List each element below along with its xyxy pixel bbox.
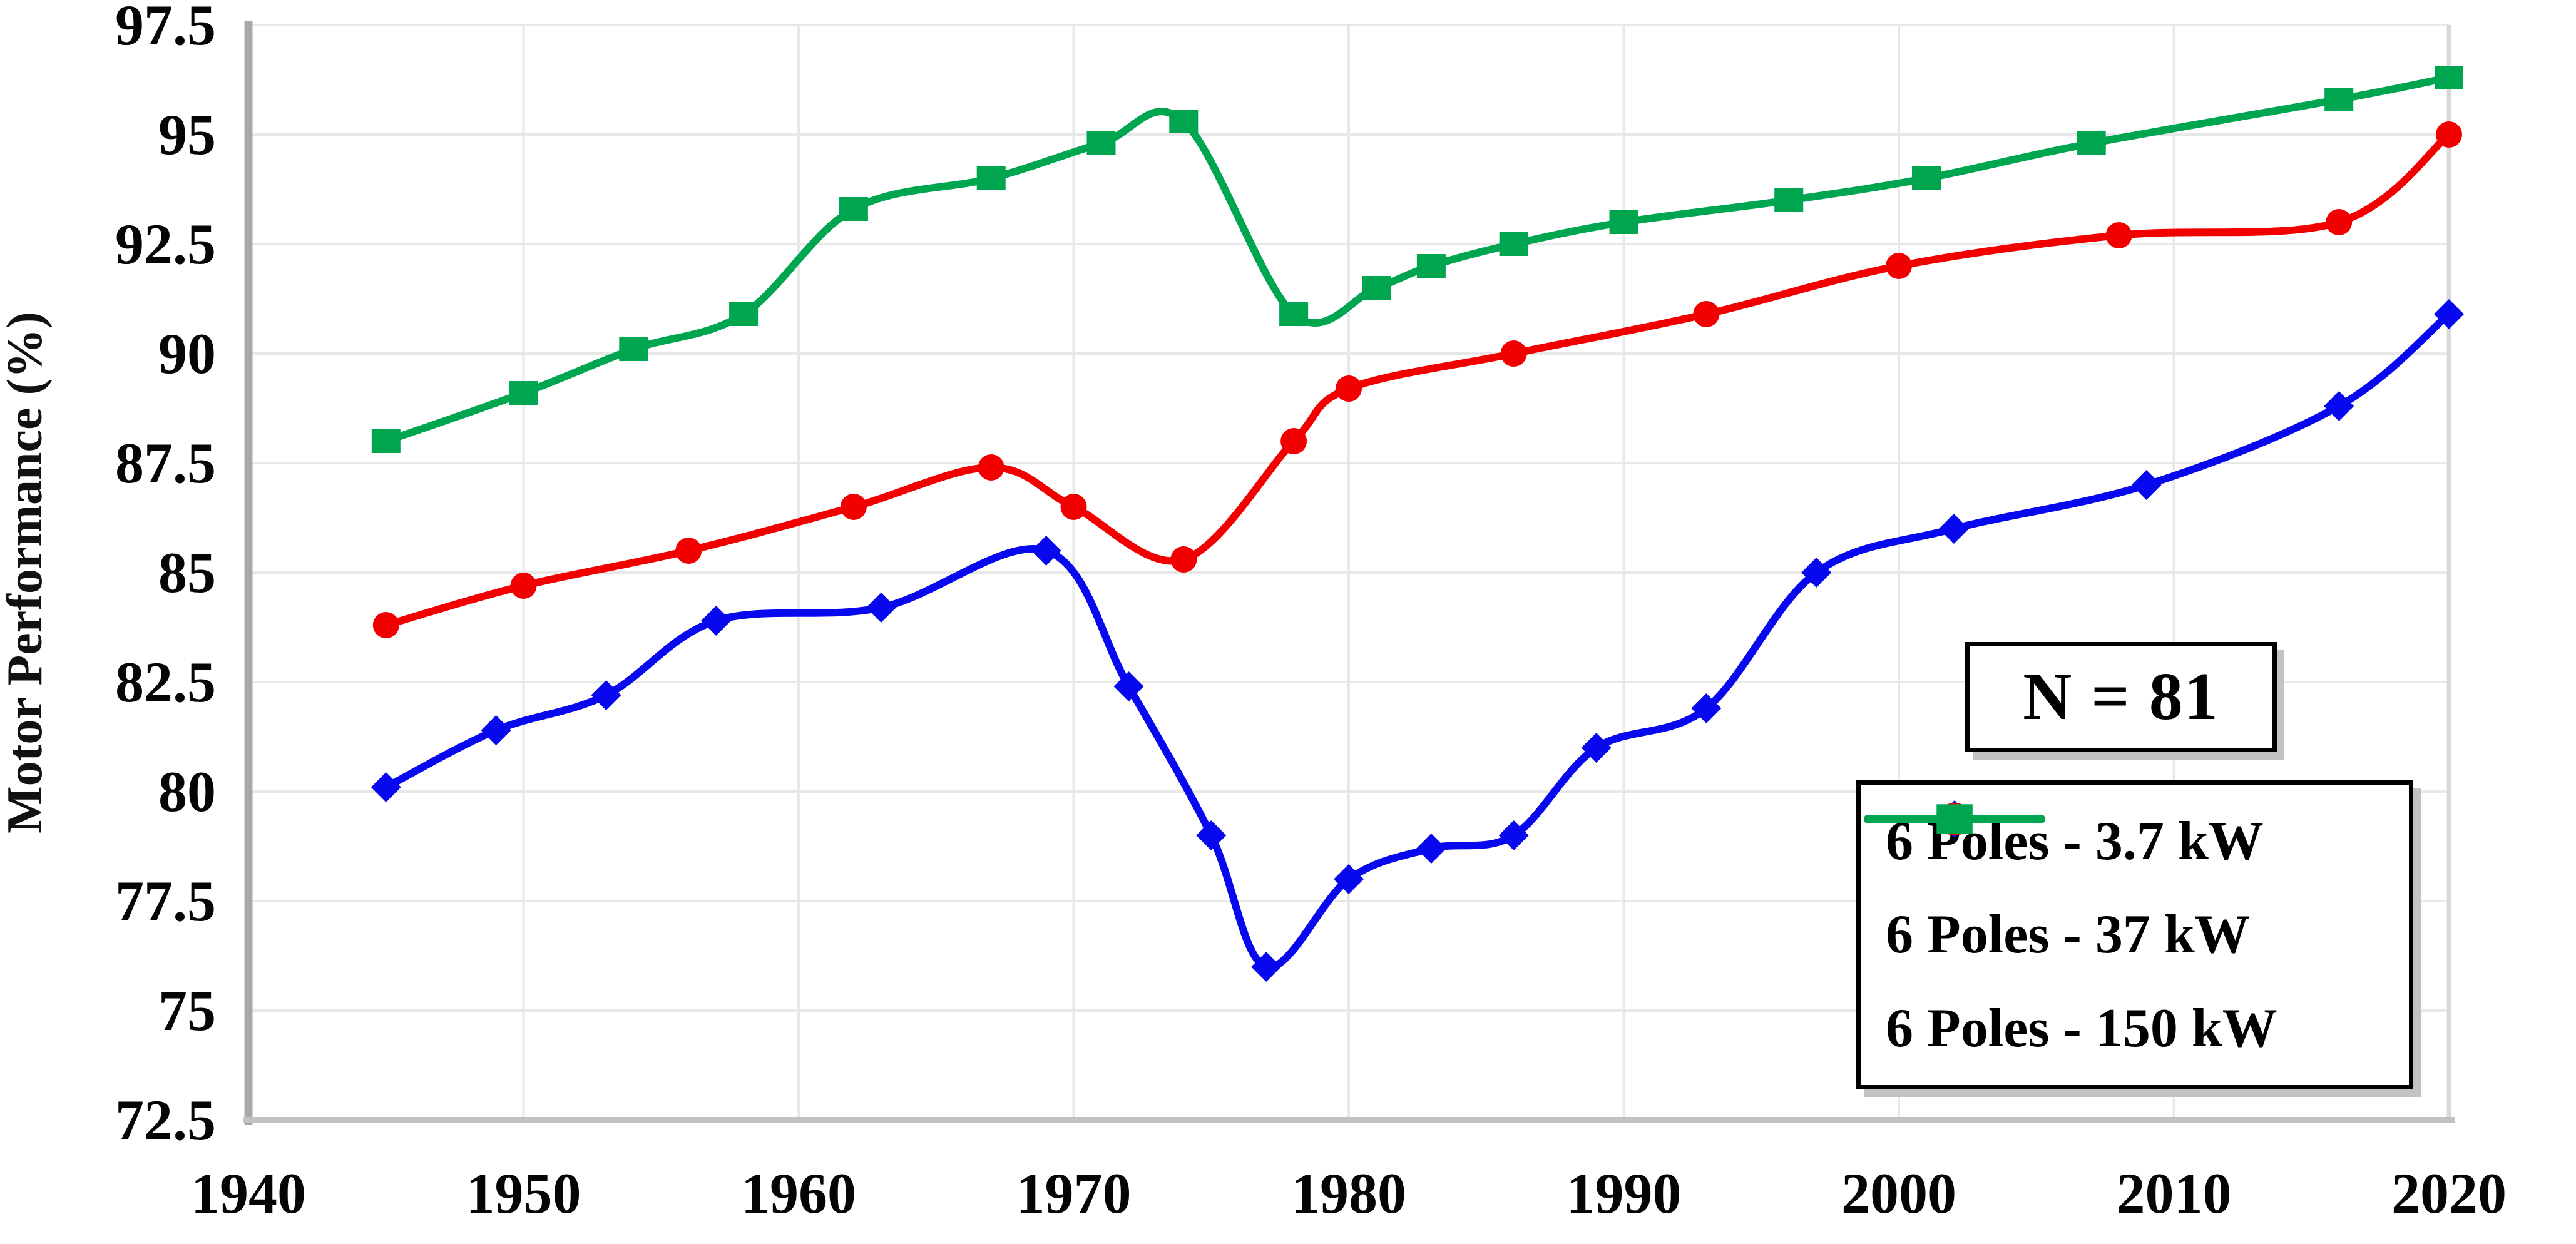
series-6-poles-3.7-kw-marker — [1691, 693, 1722, 723]
series-6-poles-37-kw-marker — [510, 573, 537, 599]
x-tick-label: 2010 — [2117, 1161, 2232, 1225]
x-tick-label: 2000 — [1841, 1161, 1956, 1225]
y-axis-title: Motor Performance (%) — [0, 312, 53, 834]
series-6-poles-3.7-kw-marker — [1416, 834, 1446, 864]
series-6-poles-150-kw-marker — [1279, 302, 1309, 326]
y-tick-label: 80 — [158, 760, 216, 823]
series-6-poles-3.7-kw-marker — [1938, 514, 1969, 544]
series-6-poles-3.7-kw-marker — [1031, 536, 1061, 566]
series-6-poles-150-kw-marker — [1416, 254, 1446, 278]
y-tick-label: 95 — [158, 103, 216, 166]
series-6-poles-150-kw-marker — [1912, 166, 1941, 190]
series-6-poles-150-kw-marker — [371, 429, 401, 453]
axes — [243, 21, 2455, 1125]
series-6-poles-150-kw-marker — [1086, 131, 1116, 155]
x-tick-label: 1980 — [1291, 1161, 1406, 1225]
series-6-poles-3.7-kw-marker — [1334, 864, 1364, 894]
series-6-poles-150-kw-marker — [619, 337, 648, 361]
series-6-poles-3.7-kw-marker — [1113, 671, 1144, 701]
series-6-poles-150-kw-marker — [509, 381, 538, 405]
series-6-poles-3.7-kw-marker — [866, 593, 896, 623]
series-6-poles-3.7-kw-marker — [1498, 820, 1529, 850]
series-6-poles-150-kw-marker — [2435, 66, 2463, 89]
data-series — [371, 66, 2464, 982]
series-6-poles-3.7-kw-marker — [1251, 952, 1282, 982]
series-6-poles-37-kw-marker — [2105, 222, 2132, 248]
series-6-poles-150-kw-marker — [2324, 88, 2354, 111]
series-6-poles-150-kw-marker — [1169, 110, 1199, 133]
series-6-poles-37-kw-marker — [2436, 121, 2462, 148]
series-6-poles-37-kw-marker — [1170, 546, 1197, 573]
legend-item-2: 6 Poles - 37 kW — [1864, 802, 2403, 966]
legend: 6 Poles - 3.7 kW 6 Poles - 37 kW 6 Poles -… — [1856, 780, 2413, 1089]
series-6-poles-3.7-kw-marker — [701, 606, 732, 636]
x-tick-label: 1960 — [741, 1161, 856, 1225]
series-6-poles-150-kw-marker — [1362, 276, 1391, 300]
series-6-poles-3.7-kw-marker — [481, 715, 511, 745]
y-tick-label: 92.5 — [115, 212, 216, 276]
x-tick-label: 1990 — [1567, 1161, 1682, 1225]
legend-key-square-icon — [1864, 804, 2045, 834]
series-6-poles-37-kw-marker — [840, 494, 867, 520]
series-6-poles-150-kw-marker — [2077, 131, 2106, 155]
series-6-poles-37-kw-marker — [2326, 209, 2353, 235]
series-6-poles-150-kw-marker — [839, 197, 868, 221]
series-6-poles-37-kw-marker — [1060, 494, 1087, 520]
x-tick-label: 1970 — [1016, 1161, 1132, 1225]
series-6-poles-37-kw-marker — [1500, 340, 1527, 367]
x-tick-label: 1950 — [466, 1161, 581, 1225]
y-tick-label: 82.5 — [115, 650, 216, 714]
legend-label: 6 Poles - 150 kW — [1886, 997, 2277, 1059]
series-6-poles-37-kw-marker — [1280, 428, 1307, 454]
series-6-poles-3.7-kw-marker — [591, 680, 621, 710]
y-tick-label: 72.5 — [115, 1088, 216, 1152]
series-6-poles-3.7-kw-marker — [2131, 470, 2162, 500]
y-tick-label: 75 — [158, 979, 216, 1043]
y-tick-label: 87.5 — [115, 431, 216, 495]
sample-size-annotation-box: N = 81 — [1965, 642, 2277, 752]
series-6-poles-150-kw-marker — [729, 302, 759, 326]
legend-marker-sample — [1936, 804, 1973, 834]
series-6-poles-3.7-kw-marker — [2324, 391, 2354, 421]
series-6-poles-150-kw-marker — [976, 166, 1006, 190]
series-6-poles-37-kw-line — [382, 131, 2453, 629]
series-6-poles-3.7-kw-marker — [2434, 299, 2464, 329]
series-6-poles-37-kw-marker — [372, 612, 399, 638]
x-tick-label: 1940 — [191, 1161, 306, 1225]
series-6-poles-37-kw-marker — [1336, 375, 1362, 402]
series-6-poles-3.7-kw-marker — [1196, 820, 1227, 850]
tick-labels: 72.5 75 77.5 80 82.5 85 87.5 90 92.5 95 97.5 1940 19… — [115, 0, 2507, 1225]
legend-label: 6 Poles - 37 kW — [1886, 904, 2250, 966]
sample-size-text: N = 81 — [2023, 660, 2219, 734]
y-tick-label: 77.5 — [115, 869, 216, 933]
series-6-poles-37-kw-marker — [675, 538, 702, 564]
series-6-poles-3.7-kw-marker — [371, 772, 401, 802]
legend-item-3: 6 Poles - 150 kW — [1864, 804, 2403, 1060]
series-6-poles-3.7-kw-marker — [1581, 733, 1612, 763]
series-6-poles-37-kw-marker — [978, 454, 1004, 481]
y-tick-label: 97.5 — [115, 0, 216, 57]
y-tick-label: 90 — [158, 322, 216, 385]
series-6-poles-37-kw-marker — [1886, 253, 1912, 279]
series-6-poles-37-kw-marker — [1693, 301, 1720, 327]
series-6-poles-3.7-kw-marker — [1801, 558, 1832, 588]
x-tick-label: 2020 — [2391, 1161, 2507, 1225]
y-tick-label: 85 — [158, 541, 216, 604]
series-6-poles-150-kw-marker — [1774, 188, 1804, 212]
series-6-poles-150-kw-marker — [1609, 210, 1638, 234]
series-6-poles-150-kw-marker — [1499, 232, 1528, 256]
